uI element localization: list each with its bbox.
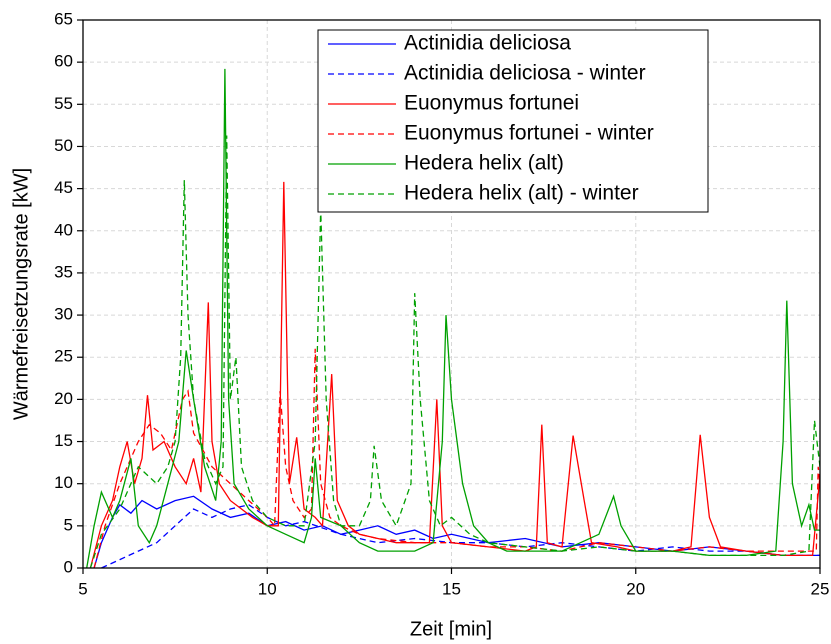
series-line <box>89 135 820 568</box>
y-tick-label: 35 <box>54 262 73 281</box>
x-tick-label: 15 <box>442 579 461 598</box>
legend-label: Euonymus fortunei - winter <box>404 122 654 145</box>
legend-box <box>317 29 709 213</box>
y-tick-label: 45 <box>54 178 73 197</box>
x-axis-title: Zeit [min] <box>410 618 492 640</box>
x-tick-label: 25 <box>811 579 830 598</box>
x-tick-label: 10 <box>258 579 277 598</box>
plot-frame <box>82 19 821 569</box>
y-tick-label: 65 <box>54 9 73 28</box>
series-line <box>93 348 820 568</box>
y-tick-label: 55 <box>54 94 73 113</box>
y-tick-label: 40 <box>54 220 73 239</box>
y-tick-label: 15 <box>54 431 73 450</box>
legend-label: Hedera helix (alt) - winter <box>404 182 639 205</box>
y-tick-label: 20 <box>54 389 73 408</box>
y-tick-label: 5 <box>64 515 73 534</box>
y-tick-label: 25 <box>54 347 73 366</box>
series-line <box>93 495 820 568</box>
y-tick-label: 10 <box>54 473 73 492</box>
y-tick-label: 30 <box>54 305 73 324</box>
y-tick-label: 50 <box>54 136 73 155</box>
legend-label: Actinidia deliciosa - winter <box>404 62 646 85</box>
legend-label: Euonymus fortunei <box>404 92 579 115</box>
y-axis-title: Wärmefreisetzungsrate [kW] <box>10 168 32 420</box>
x-tick-label: 5 <box>78 579 87 598</box>
y-tick-label: 60 <box>54 52 73 71</box>
series-line <box>89 181 820 568</box>
legend-label: Actinidia deliciosa <box>404 32 571 55</box>
legend-label: Hedera helix (alt) <box>404 152 564 175</box>
x-tick-label: 20 <box>626 579 645 598</box>
y-tick-label: 0 <box>64 557 73 576</box>
